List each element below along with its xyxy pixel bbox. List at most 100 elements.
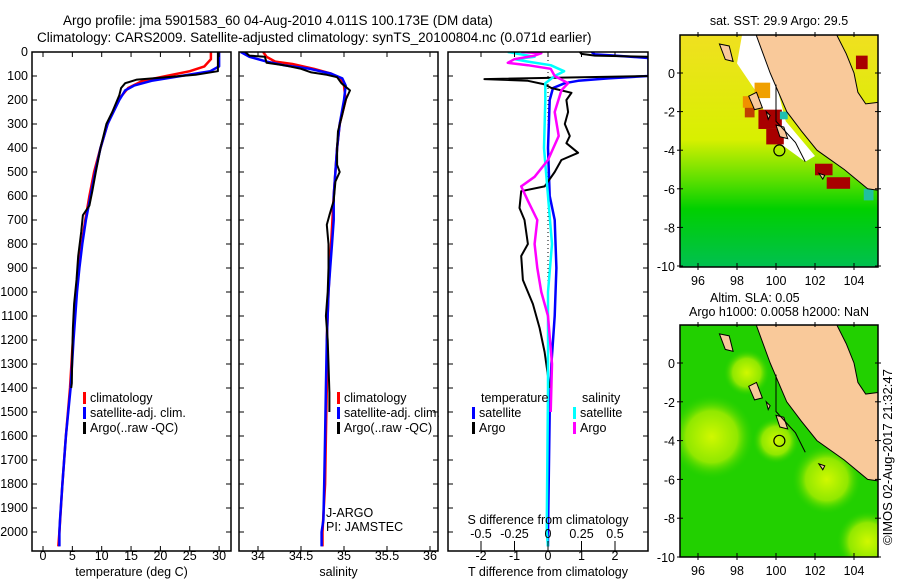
- t-satellite-legend-swatch: [472, 407, 475, 419]
- s-axis-label: S difference from climatology: [468, 513, 630, 527]
- x-tick-label: 34.5: [289, 549, 313, 563]
- y-tick-label: 1700: [0, 453, 28, 467]
- sst-cell: [744, 107, 755, 118]
- y-tick-label: 400: [7, 141, 28, 155]
- island: [748, 91, 764, 111]
- sla-anomaly: [680, 393, 755, 480]
- sst-map-title: sat. SST: 29.9 Argo: 29.5: [710, 14, 848, 28]
- y-tick-label: 300: [7, 117, 28, 131]
- satellite-legend-label: satellite-adj. clim.: [344, 406, 440, 420]
- s-tick-label: 0: [545, 527, 552, 541]
- argo-position-marker: [773, 144, 786, 157]
- sst-cell: [815, 163, 833, 176]
- island: [817, 462, 826, 471]
- series-line-climatology: [262, 52, 347, 547]
- y-tick-label: 1100: [1, 309, 28, 323]
- profile-panel-salinity: 34 34.5 35 35.5 36 salinity: [238, 51, 439, 579]
- lat-tick-label: -10: [657, 551, 675, 565]
- x-axis-label: salinity: [319, 565, 358, 579]
- legend-heading-temperature: temperature: [481, 391, 548, 405]
- x-tick-label: 10: [95, 549, 109, 563]
- series-line-argo-raw-qc-: [70, 52, 219, 389]
- lat-tick-label: -4: [664, 435, 675, 449]
- climatology-legend-label: climatology: [344, 391, 407, 405]
- sst-cell: [826, 177, 851, 189]
- island: [748, 381, 764, 401]
- y-tick-label: 1200: [0, 333, 28, 347]
- x-tick-label: 30: [212, 549, 226, 563]
- x-tick-label: 25: [183, 549, 197, 563]
- argo-legend-label: Argo(..raw -QC): [90, 421, 178, 435]
- lon-tick-label: 104: [844, 274, 865, 288]
- y-tick-label: 1500: [0, 405, 28, 419]
- climatology-legend-swatch: [337, 392, 340, 404]
- series-line-argo-raw-qc-: [244, 52, 351, 412]
- y-tick-label: 100: [7, 69, 28, 83]
- island: [718, 43, 734, 63]
- t-argo-legend-swatch: [472, 422, 475, 434]
- y-tick-label: 700: [7, 213, 28, 227]
- y-tick-label: 1900: [0, 501, 28, 515]
- x-tick-label: 0: [545, 549, 552, 563]
- y-tick-label: 0: [21, 45, 28, 59]
- map-frame: [679, 34, 879, 268]
- sst-cell: [742, 96, 755, 108]
- island: [817, 172, 826, 181]
- land-sumatra: [755, 35, 878, 191]
- series-line-climatology: [57, 52, 213, 547]
- island: [765, 109, 771, 121]
- legend-heading-salinity: salinity: [582, 391, 621, 405]
- sla-map-subtitle: Argo h1000: 0.0058 h2000: NaN: [689, 305, 869, 319]
- argo-legend-swatch: [83, 422, 86, 434]
- s-tick-label: 0.5: [606, 527, 623, 541]
- lat-tick-label: -8: [664, 221, 675, 235]
- lat-tick-label: -10: [657, 260, 675, 274]
- series-line-s-argo: [506, 52, 570, 413]
- lat-tick-label: -6: [664, 183, 675, 197]
- island: [765, 400, 771, 411]
- lon-tick-label: 96: [691, 564, 705, 578]
- x-tick-label: 34: [251, 549, 265, 563]
- series-line-t-argo: [483, 52, 648, 389]
- lat-tick-label: -6: [664, 473, 675, 487]
- series-line-satellite-adj-clim-: [240, 52, 347, 547]
- x-tick-label: 1: [578, 549, 585, 563]
- sla-anomaly: [752, 417, 800, 464]
- lon-tick-label: 96: [691, 274, 705, 288]
- lon-tick-label: 98: [730, 274, 744, 288]
- x-tick-label: 35: [337, 549, 351, 563]
- sla-anomaly: [723, 349, 771, 397]
- sst-cell: [754, 82, 771, 99]
- lon-tick-label: 102: [805, 274, 826, 288]
- lat-tick-label: 0: [668, 357, 675, 371]
- sst-cell: [779, 111, 788, 120]
- argo-position-marker: [773, 434, 786, 447]
- argo-legend-label: Argo(..raw -QC): [344, 421, 432, 435]
- y-tick-label: 600: [7, 189, 28, 203]
- lat-tick-label: 0: [668, 67, 675, 81]
- x-tick-label: 5: [69, 549, 76, 563]
- t-argo-legend-label: Argo: [479, 421, 505, 435]
- land-sumatra: [755, 325, 878, 482]
- argo-legend-swatch: [337, 422, 340, 434]
- climatology-legend-swatch: [83, 392, 86, 404]
- sst-cell: [855, 55, 868, 70]
- x-axis-label: T difference from climatology: [468, 565, 629, 579]
- y-tick-label: 500: [7, 165, 28, 179]
- figure-title-line2: Climatology: CARS2009. Satellite-adjuste…: [37, 30, 592, 45]
- y-tick-label: 200: [7, 93, 28, 107]
- lat-tick-label: -8: [664, 512, 675, 526]
- s-tick-label: 0.25: [569, 527, 593, 541]
- series-line-t-satellite: [546, 52, 648, 547]
- s-argo-legend-swatch: [573, 422, 576, 434]
- panel-frame: [238, 51, 439, 552]
- lat-tick-label: -2: [664, 396, 675, 410]
- satellite-legend-label: satellite-adj. clim.: [90, 406, 186, 420]
- y-tick-label: 1800: [0, 477, 28, 491]
- sla_map: 96 98 100 102 104 0 -2 -4 -6 -8 -10: [657, 322, 881, 578]
- island: [718, 333, 734, 353]
- sst-cell: [863, 188, 874, 201]
- profile-panel-temperature: 0100200300400500600700800900100011001200…: [0, 45, 232, 579]
- sla-map-title: Altim. SLA: 0.05: [710, 291, 800, 305]
